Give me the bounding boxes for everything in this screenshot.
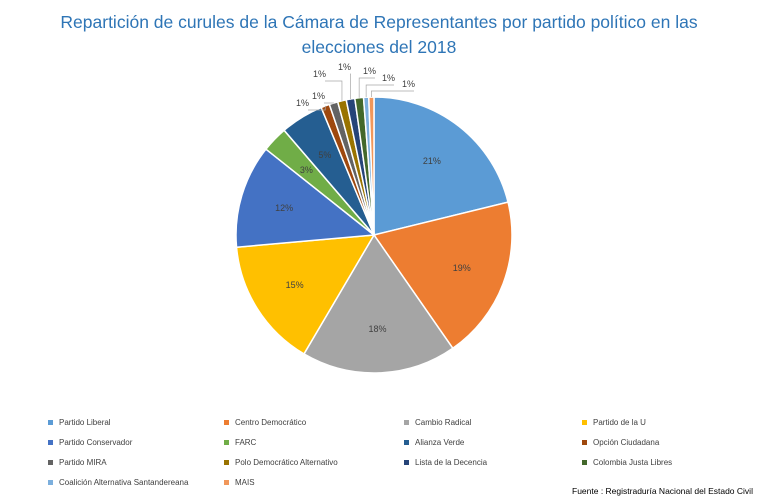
slice-data-label-11: 1% bbox=[338, 62, 351, 72]
legend-swatch bbox=[224, 419, 229, 425]
slice-leader-line-11 bbox=[350, 73, 351, 100]
legend-swatch bbox=[582, 459, 587, 465]
pie-slice-3 bbox=[302, 233, 454, 374]
legend-item: Partido de la U bbox=[582, 415, 646, 429]
pie-slice-2 bbox=[372, 201, 513, 350]
legend-label: Alianza Verde bbox=[415, 437, 465, 447]
slice-data-label-14: 1% bbox=[402, 79, 415, 89]
legend-label: Partido MIRA bbox=[59, 457, 107, 467]
slice-data-label-5: 12% bbox=[275, 203, 293, 213]
pie-slice-5 bbox=[235, 148, 376, 249]
slice-data-label-8: 1% bbox=[296, 98, 309, 108]
legend-item: Coalición Alternativa Santandereana bbox=[48, 475, 188, 489]
legend-swatch bbox=[48, 439, 53, 445]
legend-item: Polo Democrático Alternativo bbox=[224, 455, 338, 469]
legend-item: Partido Liberal bbox=[48, 415, 111, 429]
legend-label: Lista de la Decencia bbox=[415, 457, 488, 467]
slice-data-label-12: 1% bbox=[363, 66, 376, 76]
slice-leader-line-8 bbox=[308, 105, 326, 111]
legend-swatch bbox=[224, 459, 229, 465]
legend-swatch bbox=[48, 479, 53, 485]
legend-item: Opción Ciudadana bbox=[582, 435, 659, 449]
legend-swatch bbox=[224, 479, 229, 485]
pie-slice-1 bbox=[373, 96, 509, 236]
legend-label: Colombia Justa Libres bbox=[593, 457, 673, 467]
source-note: Fuente : Registraduría Nacional del Esta… bbox=[572, 486, 753, 496]
chart-title: Repartición de curules de la Cámara de R… bbox=[60, 12, 698, 57]
legend-item: Partido MIRA bbox=[48, 455, 107, 469]
legend-label: FARC bbox=[235, 437, 257, 447]
slice-data-label-9: 1% bbox=[312, 91, 325, 101]
legend-item: Centro Democrático bbox=[224, 415, 306, 429]
legend-label: Opción Ciudadana bbox=[593, 437, 660, 447]
legend-item: Cambio Radical bbox=[404, 415, 471, 429]
legend-label: Partido de la U bbox=[593, 417, 646, 427]
legend-item: FARC bbox=[224, 435, 256, 449]
legend-label: Coalición Alternativa Santandereana bbox=[59, 477, 189, 487]
legend-label: Centro Democrático bbox=[235, 417, 307, 427]
slice-data-label-6: 3% bbox=[300, 165, 313, 175]
slice-data-label-4: 15% bbox=[286, 280, 304, 290]
slice-data-label-3: 18% bbox=[369, 324, 387, 334]
slice-data-label-7: 5% bbox=[318, 150, 331, 160]
slice-data-label-10: 1% bbox=[313, 69, 326, 79]
legend-item: Colombia Justa Libres bbox=[582, 455, 672, 469]
legend-swatch bbox=[224, 439, 229, 445]
legend-label: Polo Democrático Alternativo bbox=[235, 457, 338, 467]
slice-data-label-13: 1% bbox=[382, 73, 395, 83]
legend-item: Lista de la Decencia bbox=[404, 455, 487, 469]
slice-data-label-1: 21% bbox=[423, 156, 441, 166]
legend-swatch bbox=[582, 419, 587, 425]
legend-label: Partido Conservador bbox=[59, 437, 133, 447]
legend-label: Cambio Radical bbox=[415, 417, 472, 427]
pie-slice-4 bbox=[235, 234, 376, 355]
slice-leader-line-12 bbox=[358, 77, 375, 98]
legend-swatch bbox=[48, 419, 53, 425]
legend-item: MAIS bbox=[224, 475, 255, 489]
legend-item: Partido Conservador bbox=[48, 435, 132, 449]
legend-swatch bbox=[48, 459, 53, 465]
legend-swatch bbox=[404, 439, 409, 445]
legend-swatch bbox=[404, 459, 409, 465]
slice-leader-line-10 bbox=[325, 80, 343, 101]
slice-data-label-2: 19% bbox=[453, 263, 471, 273]
slice-leader-line-14 bbox=[371, 90, 414, 98]
legend-label: Partido Liberal bbox=[59, 417, 111, 427]
legend-label: MAIS bbox=[235, 477, 255, 487]
legend-swatch bbox=[582, 439, 587, 445]
legend-item: Alianza Verde bbox=[404, 435, 464, 449]
slice-leader-line-13 bbox=[365, 84, 394, 98]
legend-swatch bbox=[404, 419, 409, 425]
